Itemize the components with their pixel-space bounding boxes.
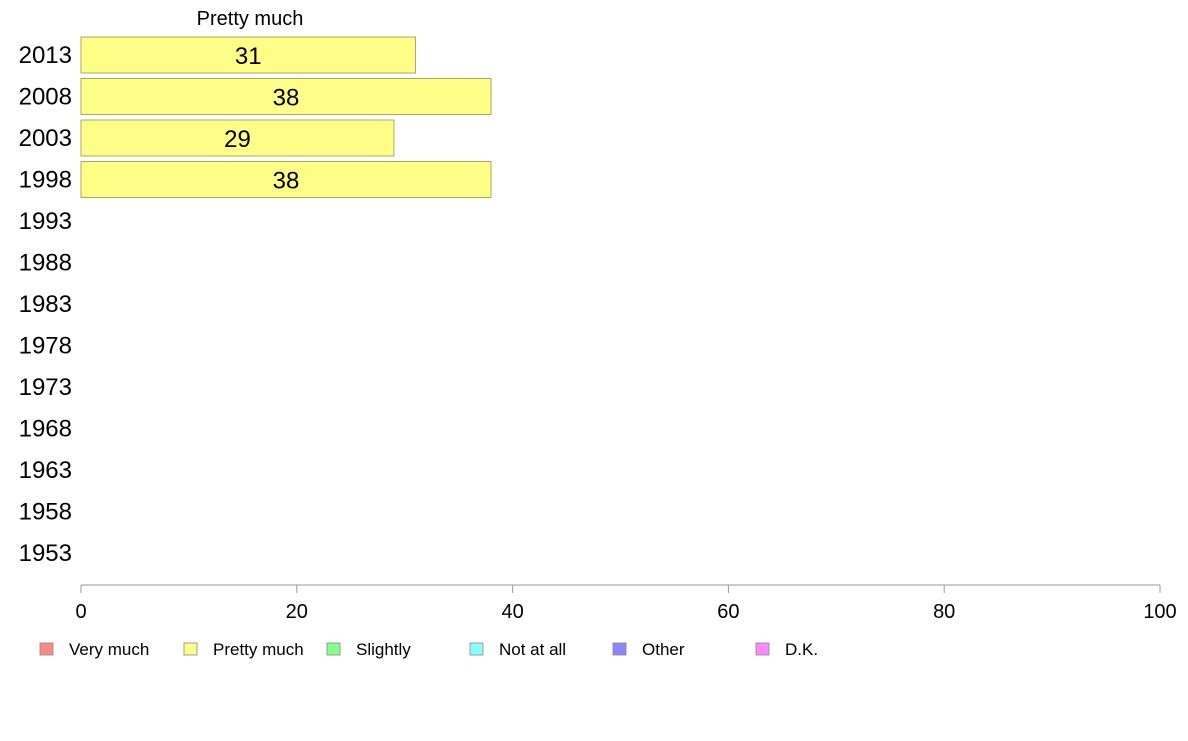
category-label: 1953 bbox=[19, 540, 72, 567]
legend-label: D.K. bbox=[785, 640, 818, 659]
legend-swatch bbox=[612, 642, 627, 656]
category-label: 1963 bbox=[19, 457, 72, 484]
legend-swatch bbox=[39, 642, 54, 656]
legend-label: Other bbox=[642, 640, 685, 659]
legend-label: Very much bbox=[69, 640, 149, 659]
bar bbox=[80, 78, 492, 115]
x-tick-label: 20 bbox=[286, 601, 308, 623]
x-tick-label: 0 bbox=[75, 601, 86, 623]
category-label: 1973 bbox=[19, 374, 72, 401]
bar bbox=[80, 161, 492, 198]
x-tick-label: 40 bbox=[501, 601, 523, 623]
legend-label: Pretty much bbox=[213, 640, 304, 659]
legend: Very much Pretty much Slightly Not at all Ot… bbox=[39, 640, 818, 659]
category-labels: 2013 2008 2003 1998 1993 1988 1983 1978 1973 1968… bbox=[19, 42, 72, 567]
data-label: 31 bbox=[235, 43, 262, 70]
category-label: 1958 bbox=[19, 499, 72, 526]
bar bbox=[80, 119, 395, 157]
data-label: 29 bbox=[224, 126, 251, 153]
category-label: 1983 bbox=[19, 291, 72, 318]
legend-label: Slightly bbox=[356, 640, 411, 659]
bars-layer: 31 38 29 38 bbox=[80, 36, 492, 198]
legend-swatch bbox=[755, 642, 770, 656]
category-label: 1978 bbox=[19, 333, 72, 360]
category-label: 2008 bbox=[19, 84, 72, 111]
chart-title: Pretty much bbox=[197, 8, 304, 30]
x-tick-label: 80 bbox=[933, 601, 955, 623]
legend-swatch bbox=[326, 642, 341, 656]
data-label: 38 bbox=[273, 85, 300, 112]
category-label: 2003 bbox=[19, 125, 72, 152]
category-label: 1988 bbox=[19, 250, 72, 277]
x-tick-label: 100 bbox=[1143, 601, 1176, 623]
x-tick-label: 60 bbox=[717, 601, 739, 623]
x-axis: 0 20 40 60 80 100 bbox=[75, 584, 1177, 623]
category-label: 1968 bbox=[19, 416, 72, 443]
legend-swatch bbox=[183, 642, 198, 656]
data-label: 38 bbox=[273, 168, 300, 195]
category-label: 2013 bbox=[19, 42, 72, 69]
category-label: 1993 bbox=[19, 208, 72, 235]
legend-label: Not at all bbox=[499, 640, 566, 659]
legend-swatch bbox=[469, 642, 484, 656]
bar bbox=[80, 36, 416, 74]
category-label: 1998 bbox=[19, 167, 72, 194]
